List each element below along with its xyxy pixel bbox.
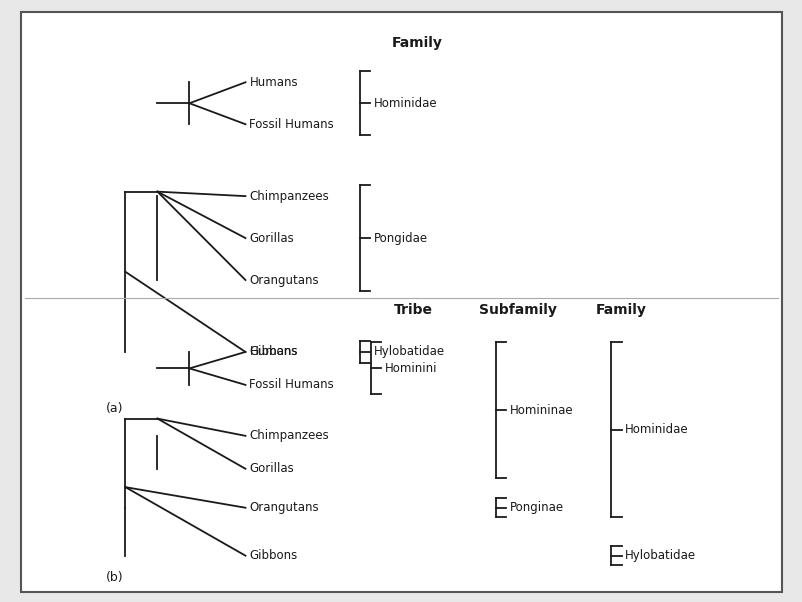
Text: Chimpanzees: Chimpanzees	[249, 190, 329, 203]
Text: Chimpanzees: Chimpanzees	[249, 429, 329, 442]
Text: Gibbons: Gibbons	[249, 549, 298, 562]
Text: Gorillas: Gorillas	[249, 232, 294, 244]
Text: Orangutans: Orangutans	[249, 501, 318, 514]
FancyBboxPatch shape	[22, 11, 780, 592]
Text: Gorillas: Gorillas	[249, 462, 294, 476]
Text: (b): (b)	[105, 571, 123, 585]
Text: Ponginae: Ponginae	[509, 501, 563, 514]
Text: Family: Family	[595, 303, 646, 317]
Text: Orangutans: Orangutans	[249, 273, 318, 287]
Text: Fossil Humans: Fossil Humans	[249, 118, 334, 131]
Text: Fossil Humans: Fossil Humans	[249, 379, 334, 391]
Text: Pongidae: Pongidae	[373, 232, 427, 244]
Text: Subfamily: Subfamily	[478, 303, 556, 317]
Text: Hominidae: Hominidae	[373, 97, 436, 110]
Text: Hominini: Hominini	[384, 362, 436, 375]
Text: (a): (a)	[105, 402, 123, 415]
Text: Gibbons: Gibbons	[249, 346, 298, 358]
Text: Family: Family	[391, 36, 443, 51]
Text: Humans: Humans	[249, 76, 298, 88]
Text: Hylobatidae: Hylobatidae	[373, 346, 444, 358]
Text: Hominidae: Hominidae	[624, 423, 687, 436]
Text: Humans: Humans	[249, 346, 298, 358]
Text: Homininae: Homininae	[509, 404, 573, 417]
Text: Hylobatidae: Hylobatidae	[624, 549, 695, 562]
Text: Tribe: Tribe	[394, 303, 432, 317]
